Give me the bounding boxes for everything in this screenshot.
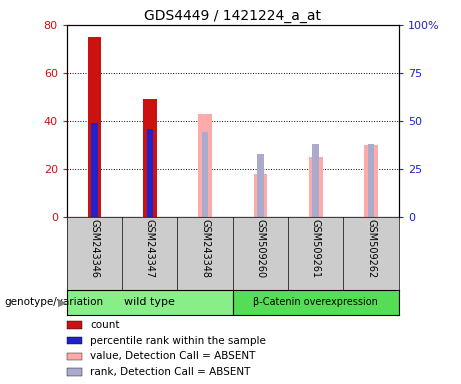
Bar [67, 321, 83, 329]
Bar [257, 154, 264, 217]
Text: wild type: wild type [124, 297, 175, 308]
Text: ▶: ▶ [58, 297, 66, 308]
Bar [364, 145, 378, 217]
Text: value, Detection Call = ABSENT: value, Detection Call = ABSENT [90, 351, 255, 361]
Bar [233, 290, 399, 315]
Text: GSM243348: GSM243348 [200, 219, 210, 278]
Bar [254, 174, 267, 217]
Bar [198, 114, 212, 217]
Bar [147, 129, 153, 217]
Bar [143, 99, 157, 217]
Bar [91, 123, 98, 217]
Text: GSM243347: GSM243347 [145, 219, 155, 278]
Text: genotype/variation: genotype/variation [5, 297, 104, 308]
Text: GSM509262: GSM509262 [366, 219, 376, 278]
Bar [67, 290, 233, 315]
Bar [313, 144, 319, 217]
Text: count: count [90, 320, 119, 330]
Text: GSM243346: GSM243346 [89, 219, 100, 278]
Title: GDS4449 / 1421224_a_at: GDS4449 / 1421224_a_at [144, 8, 321, 23]
Text: rank, Detection Call = ABSENT: rank, Detection Call = ABSENT [90, 367, 250, 377]
Text: β-Catenin overexpression: β-Catenin overexpression [254, 297, 378, 308]
Bar [67, 353, 83, 360]
Bar [368, 144, 374, 217]
Text: GSM509261: GSM509261 [311, 219, 321, 278]
Bar [88, 37, 101, 217]
Bar [309, 157, 323, 217]
Bar [67, 368, 83, 376]
Text: GSM509260: GSM509260 [255, 219, 266, 278]
Bar [202, 132, 208, 217]
Bar [67, 337, 83, 344]
Text: percentile rank within the sample: percentile rank within the sample [90, 336, 266, 346]
